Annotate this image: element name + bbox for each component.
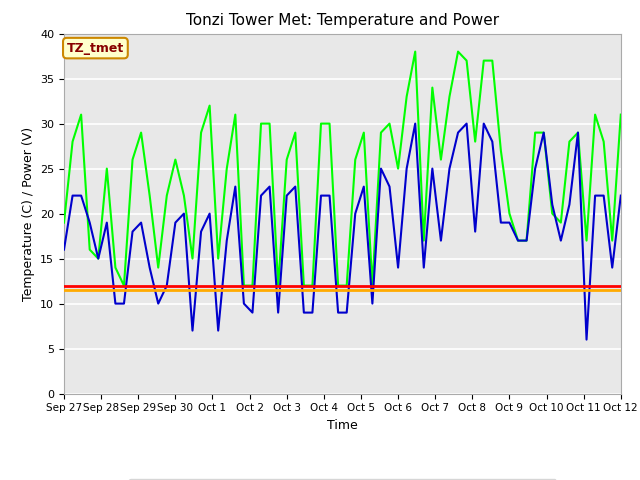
Y-axis label: Temperature (C) / Power (V): Temperature (C) / Power (V) [22,127,35,300]
Legend: Panel T, Battery V, Air T, Solar V: Panel T, Battery V, Air T, Solar V [129,479,556,480]
Text: TZ_tmet: TZ_tmet [67,42,124,55]
X-axis label: Time: Time [327,419,358,432]
Title: Tonzi Tower Met: Temperature and Power: Tonzi Tower Met: Temperature and Power [186,13,499,28]
